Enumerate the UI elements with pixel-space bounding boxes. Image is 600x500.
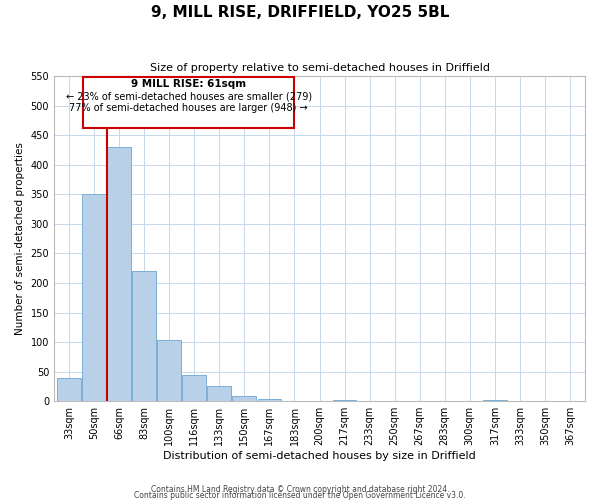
Text: 9, MILL RISE, DRIFFIELD, YO25 5BL: 9, MILL RISE, DRIFFIELD, YO25 5BL [151, 5, 449, 20]
Bar [157, 340, 181, 401]
Bar [182, 374, 206, 401]
Y-axis label: Number of semi-detached properties: Number of semi-detached properties [15, 142, 25, 335]
Bar [57, 378, 81, 401]
Bar [82, 194, 106, 401]
Text: Contains HM Land Registry data © Crown copyright and database right 2024.: Contains HM Land Registry data © Crown c… [151, 484, 449, 494]
Text: ← 23% of semi-detached houses are smaller (279): ← 23% of semi-detached houses are smalle… [65, 92, 312, 102]
Bar [133, 271, 156, 401]
Bar [332, 400, 356, 401]
Text: 9 MILL RISE: 61sqm: 9 MILL RISE: 61sqm [131, 78, 246, 88]
Bar [483, 400, 507, 401]
Bar [433, 400, 457, 401]
Title: Size of property relative to semi-detached houses in Driffield: Size of property relative to semi-detach… [149, 62, 490, 72]
Bar [232, 396, 256, 401]
Bar [257, 400, 281, 401]
X-axis label: Distribution of semi-detached houses by size in Driffield: Distribution of semi-detached houses by … [163, 451, 476, 461]
Bar [558, 400, 582, 401]
Bar [107, 147, 131, 401]
Text: 77% of semi-detached houses are larger (948) →: 77% of semi-detached houses are larger (… [70, 103, 308, 113]
Text: Contains public sector information licensed under the Open Government Licence v3: Contains public sector information licen… [134, 490, 466, 500]
FancyBboxPatch shape [83, 77, 295, 128]
Bar [283, 400, 307, 401]
Bar [208, 386, 231, 401]
